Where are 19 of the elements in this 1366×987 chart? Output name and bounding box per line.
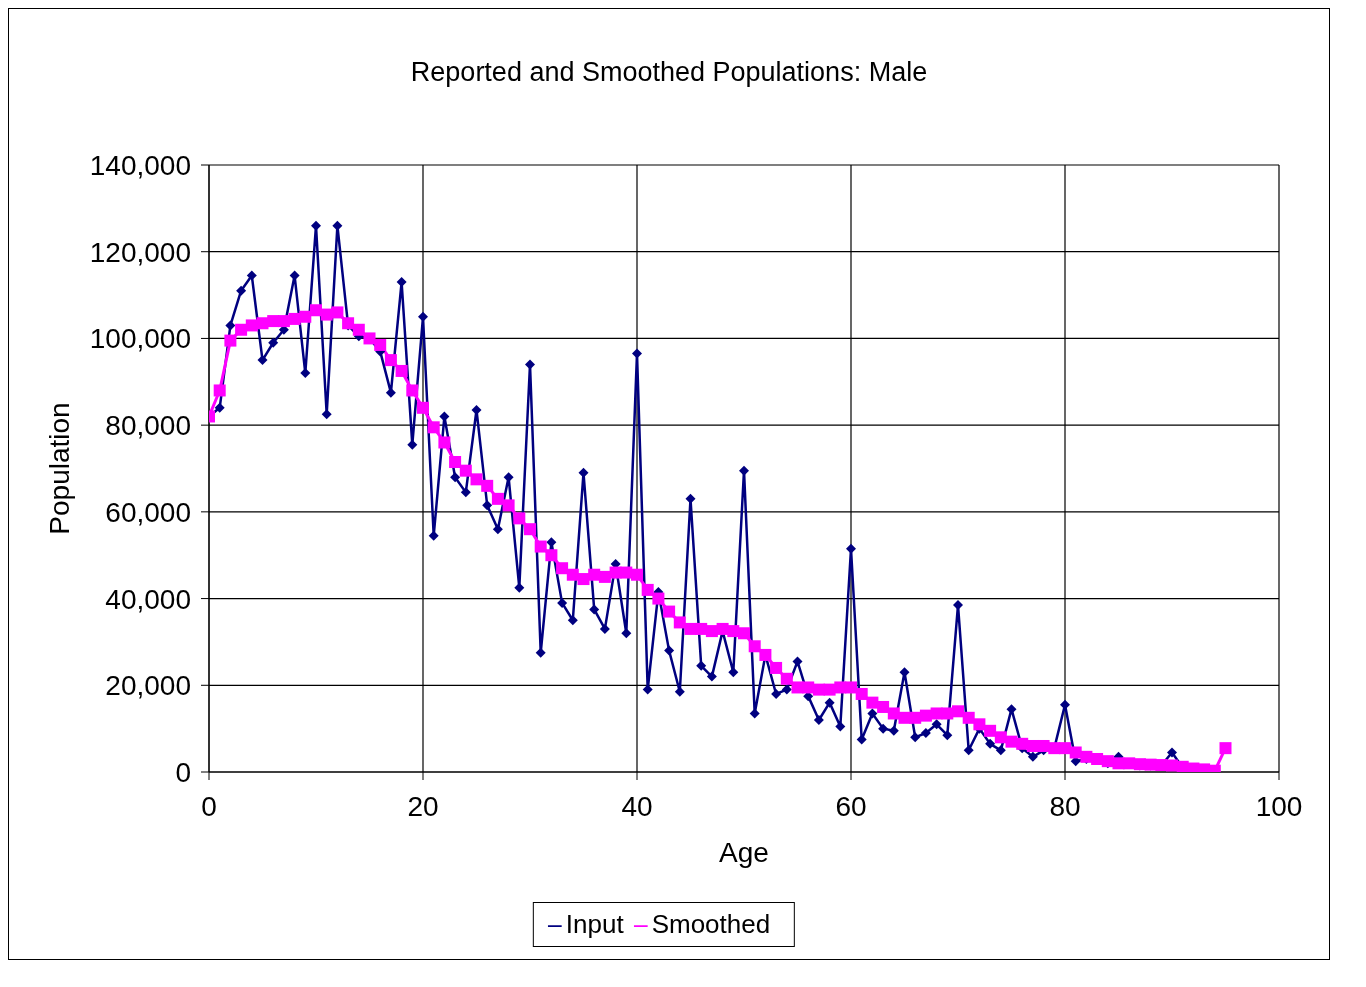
x-tick-label: 40 — [621, 791, 653, 822]
y-tick-label: 40,000 — [105, 583, 191, 615]
x-tick-label: 60 — [835, 791, 867, 822]
x-tick-label: 0 — [201, 791, 217, 822]
y-tick-label: 20,000 — [105, 670, 191, 702]
y-tick-label: 140,000 — [89, 149, 191, 181]
x-tick-label: 20 — [407, 791, 439, 822]
legend-label: Smoothed — [651, 909, 771, 939]
x-axis-title: Age — [719, 837, 769, 868]
y-tick-label: 0 — [175, 756, 191, 788]
y-tick-label: 60,000 — [105, 496, 191, 528]
y-tick-label: 100,000 — [89, 323, 191, 355]
legend-label: Input — [565, 909, 624, 939]
y-tick-label: 120,000 — [89, 236, 191, 268]
x-tick-label: 80 — [1049, 791, 1081, 822]
y-axis-title: Population — [43, 402, 75, 535]
chart-title: Reported and Smoothed Populations: Male — [409, 57, 929, 89]
x-tick-label: 100 — [1255, 791, 1303, 822]
y-tick-label: 80,000 — [105, 410, 191, 442]
